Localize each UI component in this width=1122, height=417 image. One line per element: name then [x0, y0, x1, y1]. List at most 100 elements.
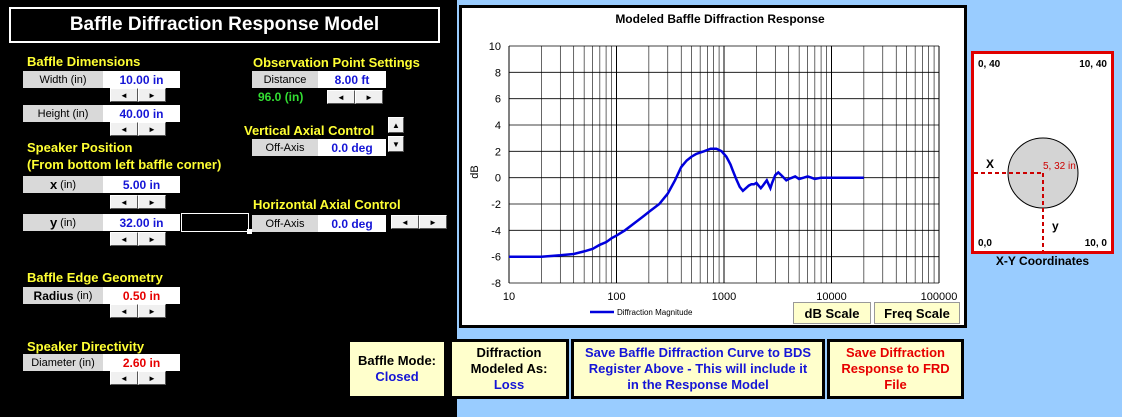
legend-label: Diffraction Magnitude: [617, 308, 693, 317]
height-increase-button[interactable]: ►: [138, 122, 166, 136]
y-position-spinner[interactable]: ◄ ►: [110, 232, 166, 246]
y-tick-label: 10: [489, 41, 501, 53]
distance-inches: 96.0 (in): [258, 90, 304, 104]
xy-top-left-label: 0, 40: [978, 59, 1001, 70]
y-tick-label: 6: [495, 94, 501, 106]
x-tick-label: 1000: [712, 291, 736, 303]
chart-area: Modeled Baffle Diffraction Response 10 8 6…: [462, 8, 964, 325]
y-tick-label: 8: [495, 67, 501, 79]
radius-label-text: Radius: [33, 288, 74, 303]
chart-title: Modeled Baffle Diffraction Response: [615, 12, 825, 26]
baffle-mode-button[interactable]: Baffle Mode: Closed: [347, 339, 447, 399]
app-title: Baffle Diffraction Response Model: [9, 7, 440, 43]
diameter-field[interactable]: 2.60 in: [103, 354, 180, 371]
y-tick-label: -4: [491, 225, 501, 237]
x-label: x (in): [23, 176, 103, 193]
diffraction-model-button[interactable]: Diffraction Modeled As: Loss: [449, 339, 569, 399]
y-tick-label: 2: [495, 146, 501, 158]
save-frd-button[interactable]: Save Diffraction Response to FRD File: [827, 339, 964, 399]
vertical-up-button[interactable]: ▲: [388, 117, 404, 133]
horizontal-increase-button[interactable]: ►: [419, 215, 447, 229]
save-bds-line1: Save Baffle Diffraction Curve to BDS: [584, 345, 812, 360]
speaker-position-subheading: (From bottom left baffle corner): [27, 157, 222, 172]
selected-cell[interactable]: [181, 213, 249, 232]
y-tick-label: -2: [491, 199, 501, 211]
vertical-off-axis-field[interactable]: 0.0 deg: [318, 139, 386, 156]
save-bds-button[interactable]: Save Baffle Diffraction Curve to BDS Reg…: [571, 339, 825, 399]
x-tick-label: 10: [503, 291, 515, 303]
distance-decrease-button[interactable]: ◄: [327, 90, 355, 104]
radius-increase-button[interactable]: ►: [138, 304, 166, 318]
distance-increase-button[interactable]: ►: [355, 90, 383, 104]
xy-coordinates-panel: 0, 40 10, 40 0,0 10, 0 X y 5, 32 in: [971, 51, 1114, 254]
height-decrease-button[interactable]: ◄: [110, 122, 138, 136]
horizontal-off-axis-field[interactable]: 0.0 deg: [318, 215, 386, 232]
y-label-unit: (in): [60, 216, 77, 229]
freq-scale-button[interactable]: Freq Scale: [874, 302, 960, 324]
db-scale-button[interactable]: dB Scale: [793, 302, 871, 324]
y-tick-label: -6: [491, 252, 501, 264]
x-increase-button[interactable]: ►: [138, 195, 166, 209]
diameter-spinner[interactable]: ◄ ►: [110, 371, 166, 385]
horizontal-spinner[interactable]: ◄ ►: [391, 215, 447, 229]
diffraction-magnitude-line: [509, 147, 864, 258]
radius-spinner[interactable]: ◄ ►: [110, 304, 166, 318]
baffle-mode-label: Baffle Mode:: [358, 353, 436, 368]
save-frd-line2: Response to FRD: [841, 361, 950, 376]
y-tick-label: 4: [495, 120, 501, 132]
y-tick-label: 0: [495, 173, 501, 185]
diameter-label: Diameter (in): [23, 354, 103, 371]
y-decrease-button[interactable]: ◄: [110, 232, 138, 246]
radius-field[interactable]: 0.50 in: [103, 287, 180, 304]
xy-bottom-left-label: 0,0: [978, 238, 992, 249]
width-field[interactable]: 10.00 in: [103, 71, 180, 88]
width-spinner[interactable]: ◄ ►: [110, 88, 166, 102]
horizontal-off-axis-label: Off-Axis: [252, 215, 318, 232]
x-marker-label: X: [986, 157, 994, 171]
distance-field[interactable]: 8.00 ft: [318, 71, 386, 88]
radius-decrease-button[interactable]: ◄: [110, 304, 138, 318]
x-label-unit: (in): [60, 178, 77, 191]
y-position-field[interactable]: 32.00 in: [103, 214, 180, 231]
xy-caption: X-Y Coordinates: [995, 254, 1090, 268]
x-position-field[interactable]: 5.00 in: [103, 176, 180, 193]
x-tick-label: 100000: [921, 291, 958, 303]
height-field[interactable]: 40.00 in: [103, 105, 180, 122]
diffraction-label-line2: Modeled As:: [470, 361, 548, 376]
vertical-axial-heading: Vertical Axial Control: [244, 123, 375, 138]
horizontal-axial-heading: Horizontal Axial Control: [253, 197, 401, 212]
y-label: y (in): [23, 214, 103, 231]
chart-frame: Modeled Baffle Diffraction Response 10 8 6…: [459, 5, 967, 328]
width-label: Width (in): [23, 71, 103, 88]
x-tick-label: 100: [607, 291, 625, 303]
save-bds-line2: Register Above - This will include it: [588, 361, 808, 376]
save-bds-line3: in the Response Model: [627, 377, 769, 392]
xy-top-right-label: 10, 40: [1079, 59, 1107, 70]
observation-heading: Observation Point Settings: [253, 55, 420, 70]
x-decrease-button[interactable]: ◄: [110, 195, 138, 209]
xy-bottom-right-label: 10, 0: [1085, 238, 1108, 249]
y-marker-label: y: [1052, 219, 1059, 233]
radius-label-unit: (in): [76, 289, 93, 302]
baffle-dimensions-heading: Baffle Dimensions: [27, 54, 141, 69]
diameter-increase-button[interactable]: ►: [138, 371, 166, 385]
vertical-down-button[interactable]: ▼: [388, 136, 404, 152]
speaker-position-heading: Speaker Position: [27, 140, 133, 155]
x-position-spinner[interactable]: ◄ ►: [110, 195, 166, 209]
cell-fill-handle[interactable]: [247, 229, 252, 234]
save-frd-line1: Save Diffraction: [846, 345, 945, 360]
height-spinner[interactable]: ◄ ►: [110, 122, 166, 136]
height-label: Height (in): [23, 105, 103, 122]
diameter-decrease-button[interactable]: ◄: [110, 371, 138, 385]
width-increase-button[interactable]: ►: [138, 88, 166, 102]
distance-spinner[interactable]: ◄ ►: [327, 90, 383, 104]
chart-y-axis-label: dB: [469, 165, 481, 178]
x-tick-label: 10000: [816, 291, 847, 303]
width-decrease-button[interactable]: ◄: [110, 88, 138, 102]
vertical-spinner[interactable]: ▲ ▼: [388, 117, 404, 152]
horizontal-decrease-button[interactable]: ◄: [391, 215, 419, 229]
y-increase-button[interactable]: ►: [138, 232, 166, 246]
baffle-mode-value: Closed: [375, 369, 419, 384]
diffraction-label-line1: Diffraction: [476, 345, 542, 360]
